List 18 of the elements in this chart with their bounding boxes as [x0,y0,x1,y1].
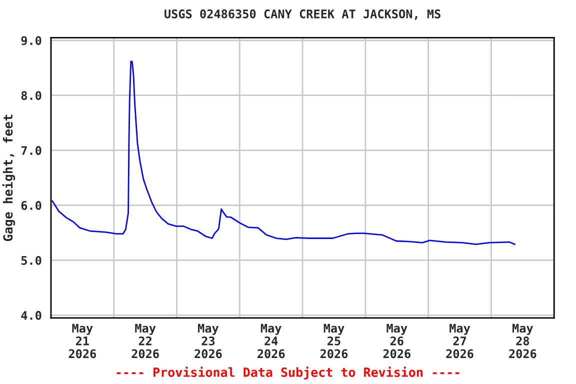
x-tick-label: May 24 2026 [258,324,285,358]
x-tick-label: May 21 2026 [68,324,96,358]
x-tick-label: May 25 2026 [320,324,348,358]
y-tick-label: 4.0 [21,310,42,320]
x-tick-label: May 23 2026 [194,324,222,358]
x-tick-label: May 28 2026 [509,324,536,358]
y-tick-label: 7.0 [21,146,42,155]
chart-title: USGS 02486350 CANY CREEK AT JACKSON, MS [164,9,440,20]
y-tick-label: 5.0 [21,256,42,265]
x-tick-label: May 26 2026 [383,324,410,358]
text: ---- Provisional Data Subject to Revision ---- [116,366,460,380]
y-axis-title: Gage height, feet [2,114,16,242]
y-tick-label: 6.0 [21,201,42,210]
y-tick-label: 9.0 [21,36,42,46]
line-series [52,60,516,245]
x-tick-label: May 27 2026 [446,324,474,358]
x-tick-label: May 22 2026 [132,324,159,358]
y-tick-label: 8.0 [21,91,42,100]
